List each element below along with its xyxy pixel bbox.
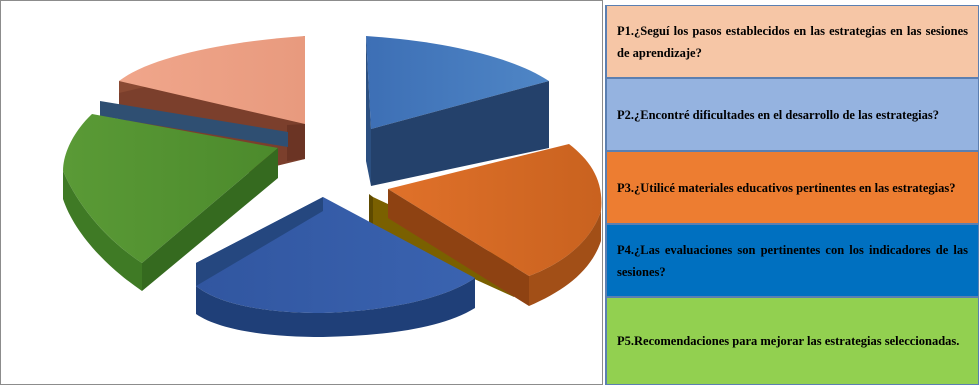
pie-slice-blue <box>366 36 549 186</box>
pie-slice-sliver-navy <box>100 101 288 147</box>
legend-item-p4: P4.¿Las evaluaciones son pertinentes con… <box>605 224 979 297</box>
legend-item-p3: P3.¿Utilicé materiales educativos pertin… <box>605 151 979 224</box>
pie-chart <box>63 36 602 337</box>
legend-label-p4: P4.¿Las evaluaciones son pertinentes con… <box>617 242 968 279</box>
legend-item-p2: P2.¿Encontré dificultades en el desarrol… <box>605 78 979 151</box>
legend-label-p1: P1.¿Seguí los pasos establecidos en las … <box>617 23 968 60</box>
legend-label-p5: P5.Recomendaciones para mejorar las estr… <box>617 334 960 348</box>
legend-label-p2: P2.¿Encontré dificultades en el desarrol… <box>617 107 939 122</box>
legend-item-p5: P5.Recomendaciones para mejorar las estr… <box>605 297 979 385</box>
pie-slice-green <box>63 114 278 291</box>
legend-label-p3: P3.¿Utilicé materiales educativos pertin… <box>617 180 956 195</box>
chart-area <box>0 0 603 385</box>
legend-item-p1: P1.¿Seguí los pasos establecidos en las … <box>605 5 979 78</box>
legend: P1.¿Seguí los pasos establecidos en las … <box>605 0 979 387</box>
pie-slice-orange <box>388 144 602 306</box>
pie-slice-navy <box>196 197 475 337</box>
